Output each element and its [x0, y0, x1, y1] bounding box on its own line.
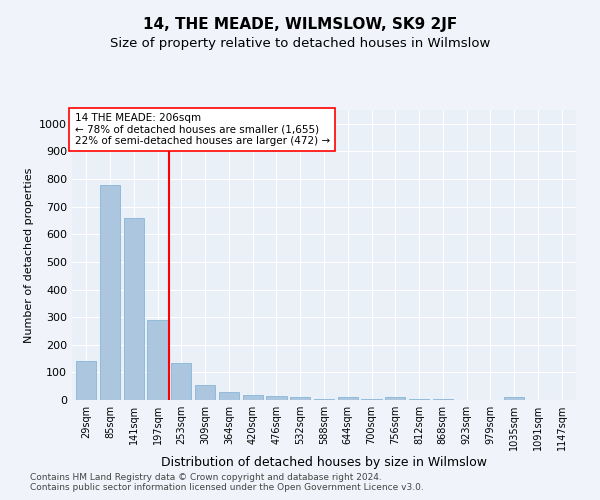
Bar: [171, 362, 191, 400]
Bar: [148, 320, 167, 400]
Bar: [124, 218, 144, 400]
Bar: [385, 397, 406, 400]
Bar: [195, 386, 215, 400]
Y-axis label: Number of detached properties: Number of detached properties: [23, 168, 34, 342]
Bar: [100, 184, 120, 400]
Text: Contains HM Land Registry data © Crown copyright and database right 2024.: Contains HM Land Registry data © Crown c…: [30, 474, 382, 482]
Text: 14, THE MEADE, WILMSLOW, SK9 2JF: 14, THE MEADE, WILMSLOW, SK9 2JF: [143, 18, 457, 32]
Text: Contains public sector information licensed under the Open Government Licence v3: Contains public sector information licen…: [30, 484, 424, 492]
Bar: [76, 362, 97, 400]
Bar: [409, 398, 429, 400]
Text: 14 THE MEADE: 206sqm
← 78% of detached houses are smaller (1,655)
22% of semi-de: 14 THE MEADE: 206sqm ← 78% of detached h…: [74, 113, 329, 146]
Text: Size of property relative to detached houses in Wilmslow: Size of property relative to detached ho…: [110, 38, 490, 51]
Bar: [361, 398, 382, 400]
X-axis label: Distribution of detached houses by size in Wilmslow: Distribution of detached houses by size …: [161, 456, 487, 469]
Bar: [433, 398, 453, 400]
Bar: [266, 396, 287, 400]
Bar: [504, 396, 524, 400]
Bar: [242, 395, 263, 400]
Bar: [219, 392, 239, 400]
Bar: [290, 397, 310, 400]
Bar: [338, 397, 358, 400]
Bar: [314, 398, 334, 400]
